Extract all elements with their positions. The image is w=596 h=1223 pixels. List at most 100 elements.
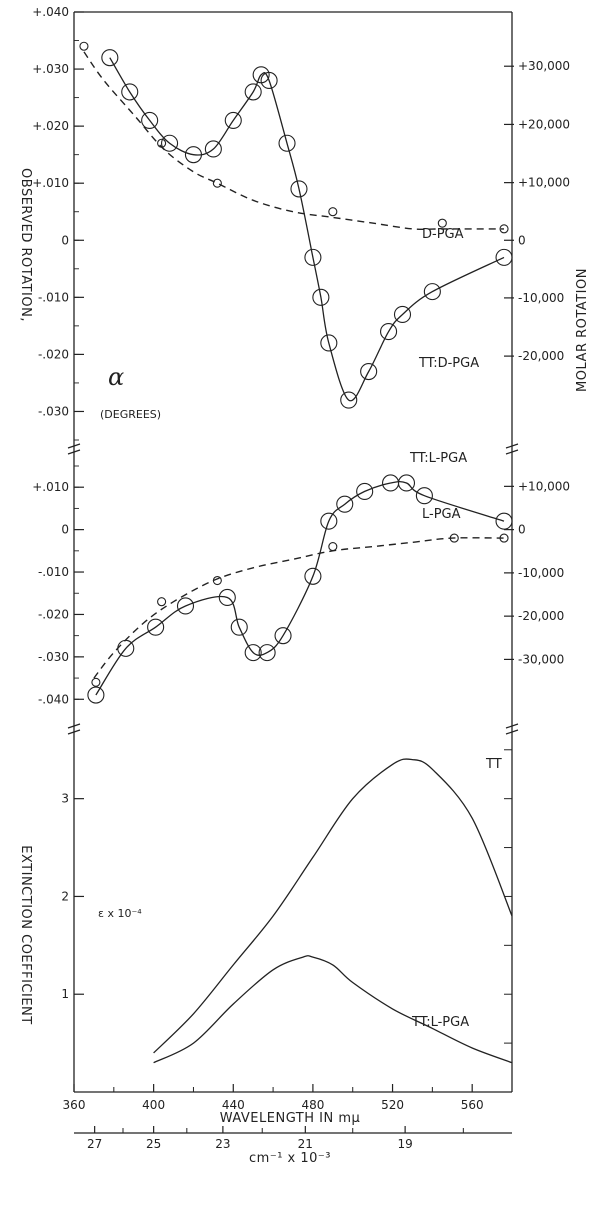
left-tick-label: -.010 (38, 290, 69, 304)
right-tick-label: +10,000 (518, 176, 570, 190)
right-tick-label: -30,000 (518, 652, 564, 666)
left-tick-label: +.040 (32, 5, 69, 19)
frames (73, 11, 513, 1134)
right-tick-label: -20,000 (518, 609, 564, 623)
data-point (393, 305, 412, 324)
chart-marks: +.040 +.030 +.020 +.010 0 -.010 -.020 -.030 +30,… (32, 5, 570, 1151)
alpha-symbol: α (108, 363, 124, 391)
data-point-small (499, 533, 509, 543)
data-point (204, 140, 222, 158)
left-tick-label: -.010 (38, 565, 69, 579)
axis-breaks (67, 443, 519, 735)
data-point (184, 146, 203, 164)
x-tick-label: 360 (63, 1098, 86, 1112)
right-tick-label: +30,000 (518, 59, 570, 73)
data-point (101, 49, 119, 67)
series-label: TT:L-PGA (409, 451, 467, 466)
series-line-TT:D-PGA (109, 57, 505, 402)
data-point (304, 248, 322, 266)
data-point (161, 134, 179, 152)
data-point (258, 644, 276, 662)
left-tick-label: 0 (61, 233, 69, 247)
series-line-TT (153, 758, 513, 1054)
data-point-small (157, 138, 167, 148)
series-label: TT:D-PGA (418, 356, 479, 371)
left-axis-label: OBSERVED ROTATION, (18, 168, 33, 322)
data-point (320, 334, 338, 352)
series-line-TT:L-PGA (153, 955, 513, 1064)
left-tick-label: 0 (61, 523, 69, 537)
x2-tick-label: 21 (298, 1137, 313, 1151)
data-point (260, 71, 278, 90)
data-point (312, 288, 330, 306)
series-label: TT (485, 757, 502, 772)
left-tick-label: +.020 (32, 119, 69, 133)
data-point (397, 474, 416, 492)
x2-axis-label: cm⁻¹ x 10⁻³ (249, 1151, 331, 1166)
data-point (117, 639, 135, 657)
x2-tick-label: 23 (215, 1137, 230, 1151)
x-tick-label: 400 (142, 1098, 165, 1112)
data-point (495, 248, 513, 266)
data-point (141, 111, 159, 129)
data-point (360, 362, 378, 381)
series-label: D-PGA (422, 227, 464, 242)
data-point (176, 597, 195, 615)
right-tick-label: +10,000 (518, 479, 570, 493)
x-tick-label: 440 (222, 1098, 245, 1112)
data-point-small (328, 207, 338, 217)
right-tick-label: 0 (518, 523, 526, 537)
series-label: TT:L-PGA (411, 1015, 469, 1030)
left-tick-label: +.010 (32, 480, 69, 494)
data-point (244, 83, 262, 101)
left-tick-label: 3 (61, 792, 69, 806)
data-point (224, 111, 242, 129)
left-tick-label: -.020 (38, 607, 69, 621)
data-point (415, 487, 433, 505)
data-point (304, 567, 322, 585)
x2-tick-label: 19 (397, 1137, 412, 1151)
left-tick-label: -.040 (38, 692, 69, 706)
data-point (356, 482, 374, 500)
data-point (244, 644, 262, 662)
data-point (147, 618, 165, 636)
data-point (230, 618, 248, 636)
x-tick-label: 560 (461, 1098, 484, 1112)
series-line-L-PGA (93, 537, 505, 679)
data-point-small (157, 597, 167, 607)
x2-tick-label: 25 (146, 1137, 161, 1151)
data-point-small (212, 575, 222, 586)
data-point (495, 512, 513, 530)
data-point (290, 180, 308, 198)
data-point (121, 83, 139, 101)
series-line-D-PGA (83, 51, 504, 230)
data-point-small (91, 677, 101, 687)
right-axis-label: MOLAR ROTATION (575, 268, 590, 392)
data-point-small (449, 533, 459, 543)
x2-tick-label: 27 (87, 1137, 102, 1151)
left-tick-label: -.030 (38, 650, 69, 664)
left-tick-label: -.030 (38, 404, 69, 418)
data-point (320, 512, 338, 530)
ext-axis-label: EXTINCTION COEFFICIENT (18, 845, 33, 1024)
panel-upper-rotation (74, 11, 514, 413)
data-point (87, 686, 105, 704)
data-point-small (499, 224, 509, 234)
series-label: L-PGA (422, 507, 461, 522)
left-tick-label: +.030 (32, 62, 69, 76)
x-axis-label: WAVELENGTH IN mμ (220, 1111, 361, 1126)
left-tick-label: 2 (61, 889, 69, 903)
data-point (274, 627, 292, 645)
data-point (423, 283, 441, 301)
eps-label: ε x 10⁻⁴ (98, 907, 142, 920)
right-tick-label: -10,000 (518, 566, 564, 580)
data-point (380, 323, 398, 341)
right-tick-label: 0 (518, 233, 526, 247)
x-tick-label: 520 (381, 1098, 404, 1112)
data-point (336, 495, 354, 513)
left-tick-label: 1 (61, 987, 69, 1001)
left-tick-label: -.020 (38, 347, 69, 361)
data-point-small (212, 178, 222, 188)
x-tick-label: 480 (301, 1098, 324, 1112)
